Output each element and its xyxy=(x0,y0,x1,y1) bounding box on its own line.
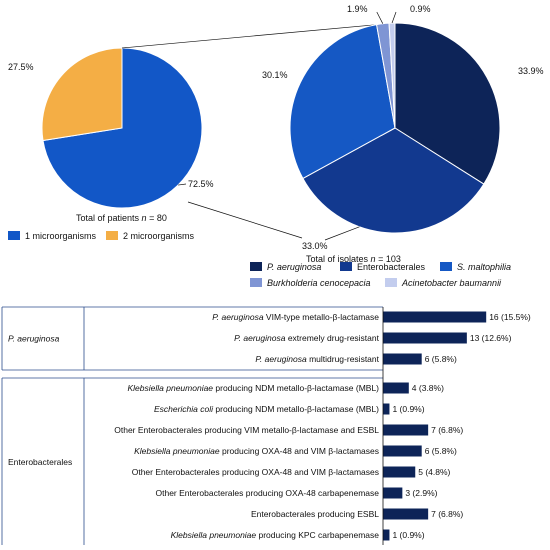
bar xyxy=(383,332,467,344)
bar-label: Klebsiella pneumoniae producing OXA-48 a… xyxy=(134,446,379,456)
bar xyxy=(383,424,429,436)
bar-label: Enterobacterales producing ESBL xyxy=(251,509,379,519)
legend-swatch xyxy=(440,262,452,271)
bar-label: Other Enterobacterales producing OXA-48 … xyxy=(156,488,380,498)
legend-swatch xyxy=(8,231,20,240)
slice-label: 72.5% xyxy=(188,179,214,189)
bar-label: Escherichia coli producing NDM metallo-β… xyxy=(154,404,379,414)
group-label: P. aeruginosa xyxy=(8,334,60,344)
bar-value-label: 4 (3.8%) xyxy=(412,383,444,393)
bar xyxy=(383,403,390,415)
slice-label: 27.5% xyxy=(8,62,34,72)
legend-label: Enterobacterales xyxy=(357,262,426,272)
bar-label: Other Enterobacterales producing OXA-48 … xyxy=(132,467,379,477)
legend-swatch xyxy=(106,231,118,240)
bar xyxy=(383,353,422,365)
isolates-pie-slice-1 xyxy=(302,127,485,234)
bar-value-label: 6 (5.8%) xyxy=(425,354,457,364)
leader-line xyxy=(376,11,384,24)
legend-label: Acinetobacter baumannii xyxy=(401,278,502,288)
bar-value-label: 6 (5.8%) xyxy=(425,446,457,456)
bar xyxy=(383,466,416,478)
bar-value-label: 13 (12.6%) xyxy=(470,333,512,343)
isolates-pie: 33.9% 33.0% 30.1% 1.9% 0.9% Total of isolates… xyxy=(262,4,544,264)
slice-label: 0.9% xyxy=(410,4,431,14)
bar xyxy=(383,382,409,394)
bar xyxy=(383,508,429,520)
bar-value-label: 16 (15.5%) xyxy=(489,312,531,322)
bar-value-label: 7 (6.8%) xyxy=(431,425,463,435)
bar-label: P. aeruginosa multidrug-resistant xyxy=(255,354,379,364)
legend-label: S. maltophilia xyxy=(457,262,511,272)
connector-bottom xyxy=(187,201,303,239)
resistance-bar-chart: P. aeruginosa VIM-type metallo-β-lactama… xyxy=(1,306,531,550)
bar xyxy=(383,311,487,323)
bar-label: P. aeruginosa extremely drug-resistant xyxy=(234,333,380,343)
slice-label: 30.1% xyxy=(262,70,288,80)
slice-label: 33.9% xyxy=(518,66,544,76)
bar-label: Klebsiella pneumoniae producing KPC carb… xyxy=(171,530,380,540)
isolates-pie-slice-0 xyxy=(394,22,501,185)
legend-label: 2 microorganisms xyxy=(123,231,195,241)
isolates-total-label: Total of isolates n = 103 xyxy=(306,254,401,264)
legend-label: Burkholderia cenocepacia xyxy=(267,278,371,288)
legend-swatch xyxy=(385,278,397,287)
patients-pie: 72.5% 27.5% Total of patients n = 80 xyxy=(8,47,214,223)
leader-line xyxy=(324,226,360,241)
bar-label: P. aeruginosa VIM-type metallo-β-lactama… xyxy=(212,312,379,322)
slice-label: 1.9% xyxy=(347,4,368,14)
patients-pie-slice-1 xyxy=(41,47,123,142)
bar-value-label: 1 (0.9%) xyxy=(392,404,424,414)
isolates-legend: P. aeruginosa Enterobacterales S. maltophi… xyxy=(250,262,511,288)
patients-total-label: Total of patients n = 80 xyxy=(76,213,167,223)
bar-label: Klebsiella pneumoniae producing NDM meta… xyxy=(128,383,380,393)
leader-line xyxy=(391,11,397,24)
bar-value-label: 3 (2.9%) xyxy=(405,488,437,498)
legend-label: 1 microorganisms xyxy=(25,231,97,241)
bar-label: Other Enterobacterales producing VIM met… xyxy=(114,425,379,435)
bar-value-label: 7 (6.8%) xyxy=(431,509,463,519)
bar xyxy=(383,529,390,541)
isolates-pie-slice-2 xyxy=(289,24,396,180)
group-label: Enterobacterales xyxy=(8,457,72,467)
bar-value-label: 5 (4.8%) xyxy=(418,467,450,477)
slice-label: 33.0% xyxy=(302,241,328,251)
connector-top xyxy=(121,22,396,49)
legend-swatch xyxy=(250,262,262,271)
leader-line xyxy=(178,183,187,186)
pie-connector-lines xyxy=(121,22,396,239)
legend-swatch xyxy=(340,262,352,271)
legend-swatch xyxy=(250,278,262,287)
bar-value-label: 1 (0.9%) xyxy=(392,530,424,540)
bar xyxy=(383,487,403,499)
patients-legend: 1 microorganisms 2 microorganisms xyxy=(8,231,195,241)
bar xyxy=(383,445,422,457)
legend-label: P. aeruginosa xyxy=(267,262,321,272)
